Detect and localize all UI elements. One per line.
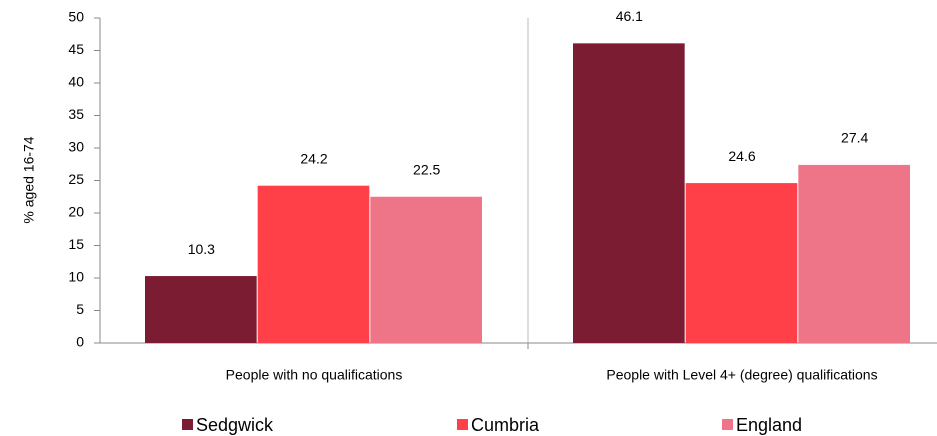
- bar: [370, 196, 482, 343]
- bar: [573, 43, 685, 343]
- data-label: 24.2: [300, 150, 327, 166]
- bar: [257, 185, 370, 343]
- legend-label: Sedgwick: [196, 415, 274, 435]
- y-tick-label: 45: [68, 41, 84, 57]
- y-tick-label: 20: [68, 204, 84, 220]
- y-tick-label: 35: [68, 106, 84, 122]
- data-label: 27.4: [841, 130, 868, 146]
- data-label: 10.3: [188, 241, 215, 257]
- y-tick-label: 50: [68, 9, 84, 25]
- data-label: 22.5: [413, 161, 440, 177]
- y-tick-label: 15: [68, 236, 84, 252]
- legend-swatch: [457, 419, 468, 430]
- y-tick-label: 10: [68, 269, 84, 285]
- x-tick-label: People with Level 4+ (degree) qualificat…: [606, 367, 877, 383]
- data-label: 24.6: [728, 148, 755, 164]
- y-tick-label: 30: [68, 139, 84, 155]
- legend-swatch: [722, 419, 733, 430]
- y-tick-label: 5: [76, 301, 84, 317]
- legend-label: Cumbria: [471, 415, 540, 435]
- bar: [145, 276, 257, 343]
- data-label: 46.1: [616, 8, 643, 24]
- y-axis-label: % aged 16-74: [21, 136, 37, 223]
- bar: [798, 164, 910, 343]
- y-tick-label: 25: [68, 171, 84, 187]
- legend-swatch: [182, 419, 193, 430]
- bar: [685, 183, 798, 343]
- legend-label: England: [736, 415, 802, 435]
- y-tick-label: 0: [76, 334, 84, 350]
- x-tick-label: People with no qualifications: [226, 367, 403, 383]
- y-tick-label: 40: [68, 74, 84, 90]
